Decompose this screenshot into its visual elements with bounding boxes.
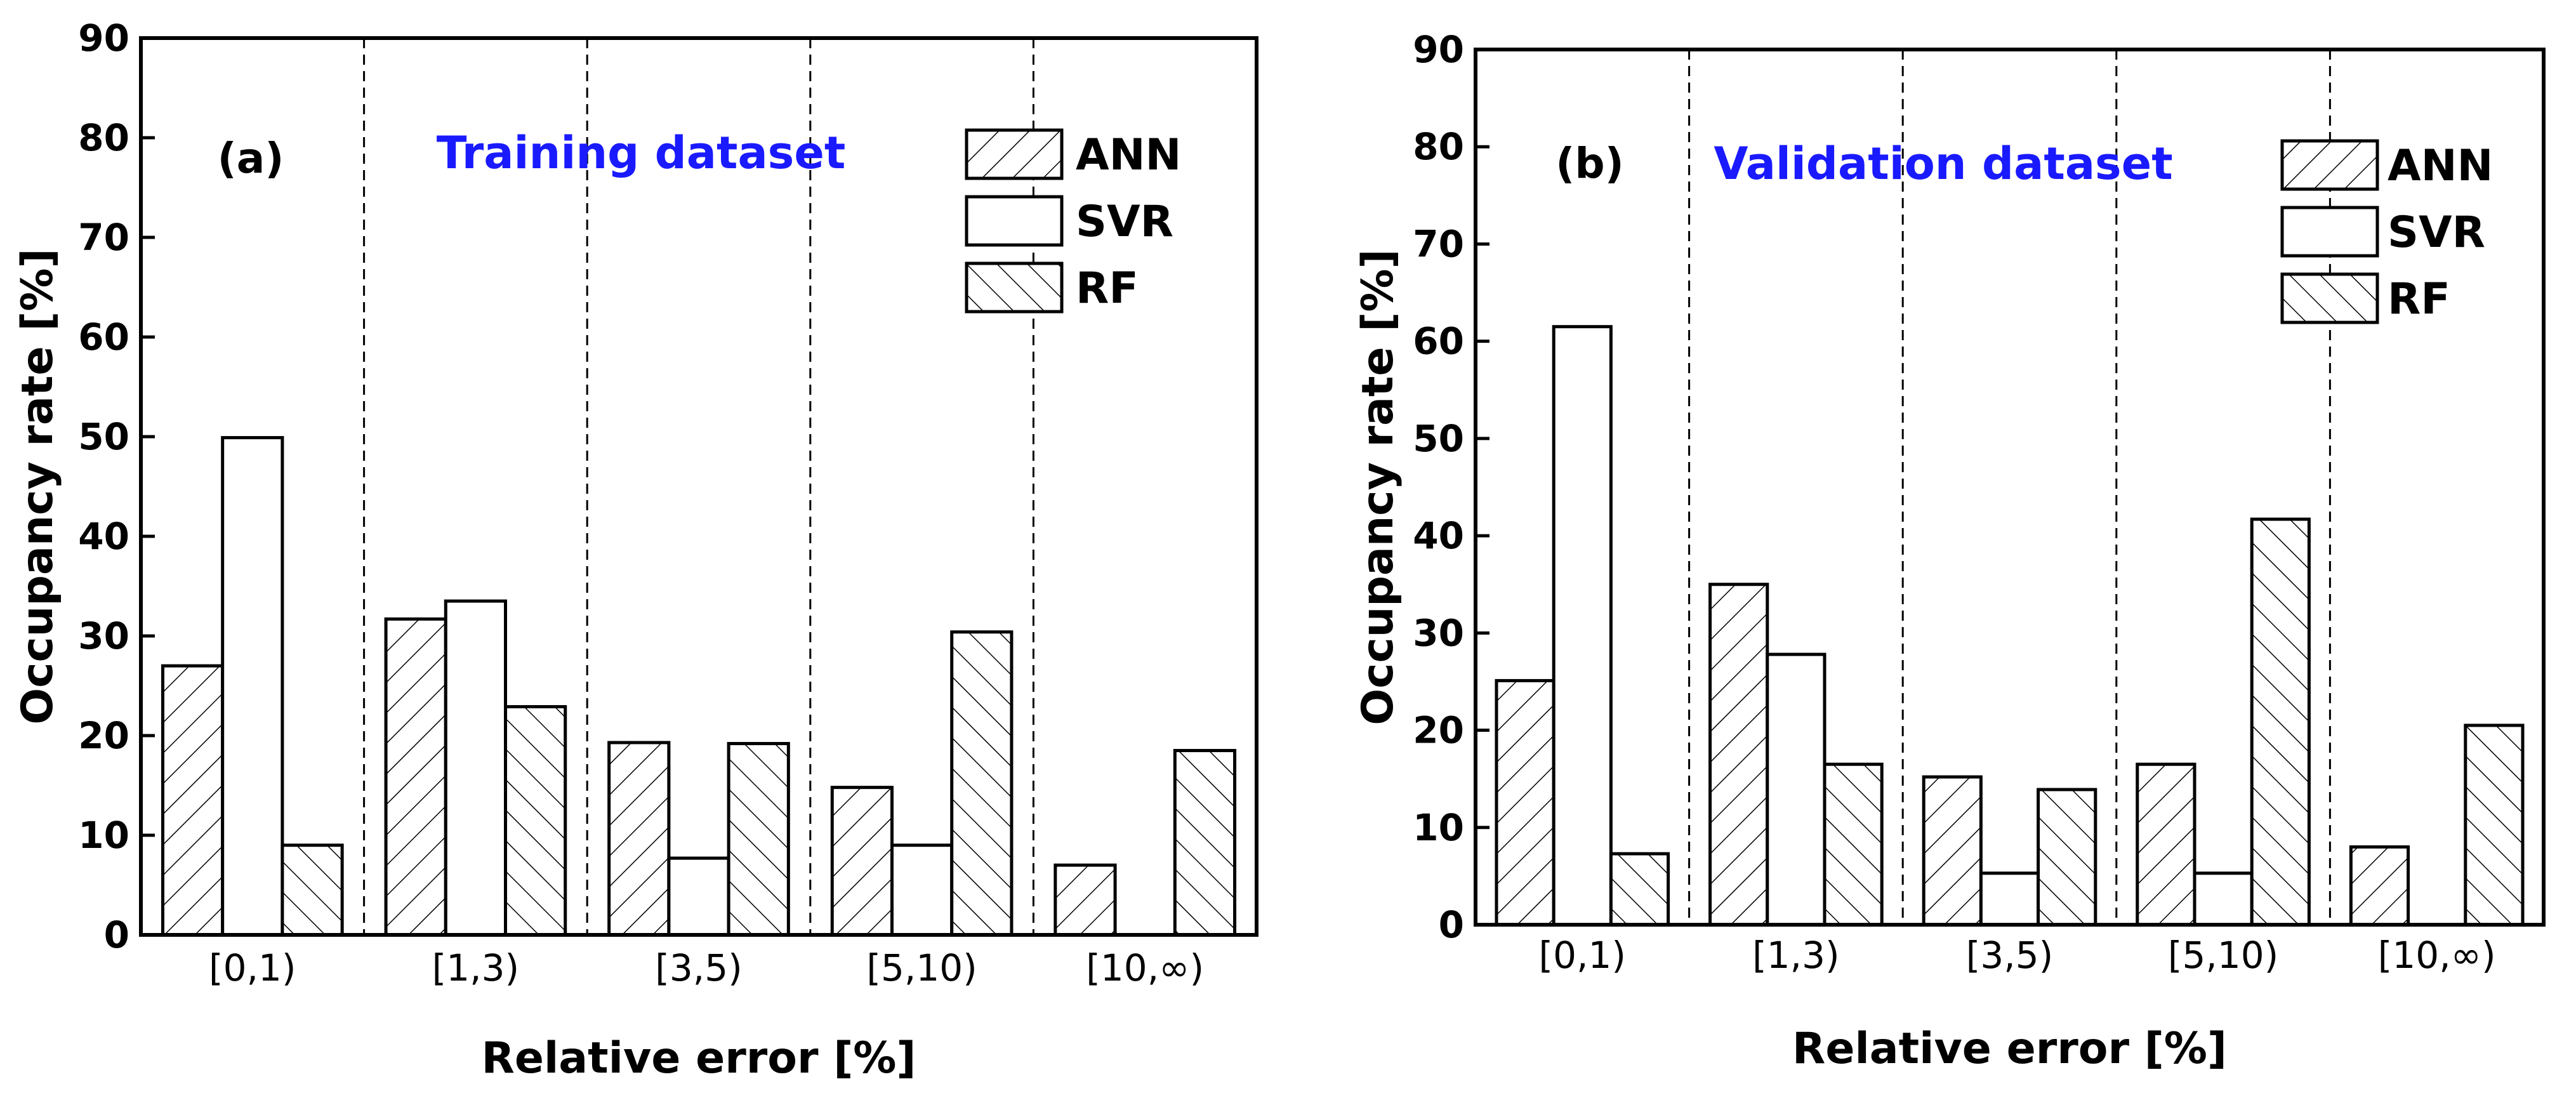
chart-panel-validation: 0 10 20 30 40 50 60 70 80 90 [0,1) [1,3) [3,5) [5,10… xyxy=(1353,28,2546,1074)
y-tick-label: 50 xyxy=(1413,417,1464,460)
legend-label-rf: RF xyxy=(1076,263,1139,314)
bar-rf xyxy=(950,630,1014,937)
x-tick-label: [1,3) xyxy=(432,946,520,989)
bar-rf xyxy=(1609,852,1670,927)
bars xyxy=(161,436,1237,937)
y-tick-label: 40 xyxy=(78,515,129,558)
y-tick-marks xyxy=(141,36,155,937)
bar-svr xyxy=(1552,325,1613,927)
y-tick-labels: 0 10 20 30 40 50 60 70 80 90 xyxy=(78,17,129,956)
category-separators xyxy=(363,38,1034,935)
bar-rf xyxy=(1173,749,1237,937)
bar-rf xyxy=(1823,762,1884,927)
bar-ann xyxy=(830,786,894,937)
legend-label-svr: SVR xyxy=(1076,197,1173,247)
legend-swatch-ann xyxy=(2280,139,2379,191)
bar-ann xyxy=(1495,678,1556,927)
y-tick-label: 30 xyxy=(1413,611,1464,654)
bar-svr xyxy=(1766,652,1826,927)
x-tick-labels: [0,1) [1,3) [3,5) [5,10) [10,∞) xyxy=(1539,934,2496,977)
y-tick-label: 70 xyxy=(1413,222,1464,265)
legend-swatch-rf xyxy=(965,261,1064,314)
y-tick-label: 30 xyxy=(78,614,129,658)
x-tick-label: [5,10) xyxy=(2168,934,2278,977)
panel-label: (a) xyxy=(218,134,284,183)
legend-swatch-rf xyxy=(2280,272,2379,324)
y-tick-label: 10 xyxy=(78,814,129,857)
bar-svr xyxy=(2193,871,2254,927)
bar-ann xyxy=(607,741,671,937)
legend-swatch-svr xyxy=(965,195,1064,247)
y-tick-label: 40 xyxy=(1413,514,1464,557)
bar-ann xyxy=(1922,775,1983,927)
legend-swatch-svr xyxy=(2280,206,2379,258)
x-axis-title: Relative error [%] xyxy=(481,1033,916,1083)
bar-rf xyxy=(2037,788,2097,927)
y-tick-label: 80 xyxy=(78,116,129,159)
y-axis-title: Occupancy rate [%] xyxy=(1353,249,1403,725)
legend: ANN SVR RF xyxy=(2280,139,2493,324)
bar-svr xyxy=(667,856,730,937)
x-tick-label: [10,∞) xyxy=(2378,934,2496,977)
bar-ann xyxy=(1708,583,1769,927)
bar-ann xyxy=(2136,762,2196,927)
legend-label-ann: ANN xyxy=(2388,141,2493,191)
y-tick-label: 60 xyxy=(1413,320,1464,363)
x-tick-label: [0,1) xyxy=(1539,934,1627,977)
x-tick-label: [10,∞) xyxy=(1086,946,1204,989)
x-tick-label: [3,5) xyxy=(655,946,743,989)
legend-swatch-ann xyxy=(965,128,1064,180)
plot-frame xyxy=(139,36,1258,937)
x-tick-label: [5,10) xyxy=(866,946,977,989)
chart-panel-training: 0 10 20 30 40 50 60 70 80 90 [0,1) [1,3) [3,5) [5,10… xyxy=(13,17,1258,1083)
y-tick-label: 0 xyxy=(1439,903,1464,946)
bar-ann xyxy=(2349,845,2410,927)
bar-svr xyxy=(444,599,508,937)
bar-ann xyxy=(1054,863,1117,937)
y-tick-label: 50 xyxy=(78,415,129,458)
legend: ANN SVR RF xyxy=(965,128,1181,314)
y-tick-label: 10 xyxy=(1413,806,1464,849)
panel-label: (b) xyxy=(1556,139,1624,188)
chart-title: Validation dataset xyxy=(1714,138,2172,190)
chart-title: Training dataset xyxy=(437,127,846,179)
legend-label-svr: SVR xyxy=(2388,208,2485,258)
bar-ann xyxy=(384,617,447,937)
bar-svr xyxy=(221,436,284,937)
y-tick-label: 80 xyxy=(1413,125,1464,168)
bar-rf xyxy=(504,704,567,937)
x-tick-label: [1,3) xyxy=(1752,934,1840,977)
x-tick-label: [3,5) xyxy=(1966,934,2054,977)
x-tick-label: [0,1) xyxy=(209,946,296,989)
bar-rf xyxy=(2464,724,2525,927)
legend-label-rf: RF xyxy=(2388,274,2450,324)
bar-rf xyxy=(727,742,790,937)
legend-label-ann: ANN xyxy=(1076,130,1181,180)
y-tick-label: 0 xyxy=(104,913,129,956)
y-tick-label: 60 xyxy=(78,315,129,359)
y-tick-marks xyxy=(1476,48,1489,927)
y-tick-label: 20 xyxy=(78,714,129,757)
bar-rf xyxy=(281,843,344,937)
bar-ann xyxy=(161,664,225,937)
bar-rf xyxy=(2250,517,2311,927)
bar-svr xyxy=(890,843,954,937)
bar-svr xyxy=(1979,871,2040,927)
y-tick-label: 90 xyxy=(1413,28,1464,71)
y-tick-label: 70 xyxy=(78,216,129,259)
bars xyxy=(1495,325,2525,927)
y-tick-labels: 0 10 20 30 40 50 60 70 80 90 xyxy=(1413,28,1464,946)
y-tick-label: 20 xyxy=(1413,709,1464,752)
category-separators xyxy=(1688,50,2331,925)
plot-frame xyxy=(1474,48,2546,927)
x-axis-title: Relative error [%] xyxy=(1792,1024,2227,1074)
y-axis-title: Occupancy rate [%] xyxy=(13,248,63,724)
x-tick-labels: [0,1) [1,3) [3,5) [5,10) [10,∞) xyxy=(209,946,1204,989)
y-tick-label: 90 xyxy=(78,17,129,60)
